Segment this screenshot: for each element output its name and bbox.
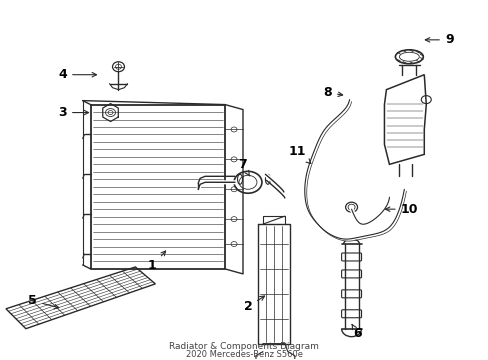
Text: 6: 6 <box>351 324 361 340</box>
Text: 4: 4 <box>58 68 96 81</box>
Text: 2020 Mercedes-Benz S560e: 2020 Mercedes-Benz S560e <box>185 350 302 359</box>
Text: 10: 10 <box>385 203 417 216</box>
Text: 3: 3 <box>58 106 88 119</box>
Text: 5: 5 <box>28 294 59 309</box>
Text: 2: 2 <box>243 296 264 313</box>
Text: 8: 8 <box>323 86 342 99</box>
Text: 11: 11 <box>288 145 310 163</box>
Text: Radiator & Components Diagram: Radiator & Components Diagram <box>169 342 318 351</box>
Text: 1: 1 <box>148 251 165 273</box>
Text: 9: 9 <box>425 33 452 46</box>
Text: 7: 7 <box>237 158 249 176</box>
